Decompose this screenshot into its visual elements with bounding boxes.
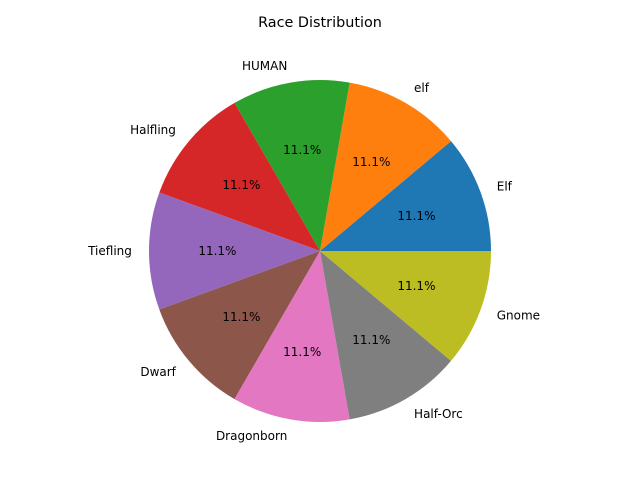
slice-percent-label: 11.1% [222,310,260,324]
pie-slice-human-2 [234,80,350,252]
slice-percent-label: 11.1% [397,279,435,293]
pie-slice-half-orc-7 [320,251,451,420]
chart-title: Race Distribution [258,15,382,31]
slice-label: HUMAN [242,59,287,73]
slice-label: Half-Orc [414,407,463,421]
pie-slices [148,80,491,422]
pie-labels: Elf 11.1% elf 11.1% HUMAN 11.1% Halfling 11.1% T… [87,59,540,443]
slice-label: Tiefling [87,244,132,258]
slice-percent-label: 11.1% [283,345,321,359]
slice-label: Gnome [497,308,540,322]
slice-percent-label: 11.1% [283,143,321,157]
slice-label: Elf [497,180,513,194]
pie-slice-elf-1 [320,82,451,252]
slice-percent-label: 11.1% [352,333,390,347]
pie-slice-gnome-8 [320,251,491,361]
pie-slice-halfling-3 [159,102,320,251]
slice-label: Dwarf [140,365,176,379]
slice-label: Dragonborn [216,429,287,443]
slice-label: elf [414,81,430,95]
pie-slice-dragonborn-6 [234,251,350,422]
slice-percent-label: 11.1% [222,178,260,192]
slice-percent-label: 11.1% [198,244,236,258]
pie-slice-elf-0 [320,141,491,251]
pie-slice-tiefling-4 [148,192,320,310]
slice-percent-label: 11.1% [397,209,435,223]
slice-percent-label: 11.1% [352,155,390,169]
pie-slice-dwarf-5 [159,251,320,400]
slice-label: Halfling [130,123,176,137]
